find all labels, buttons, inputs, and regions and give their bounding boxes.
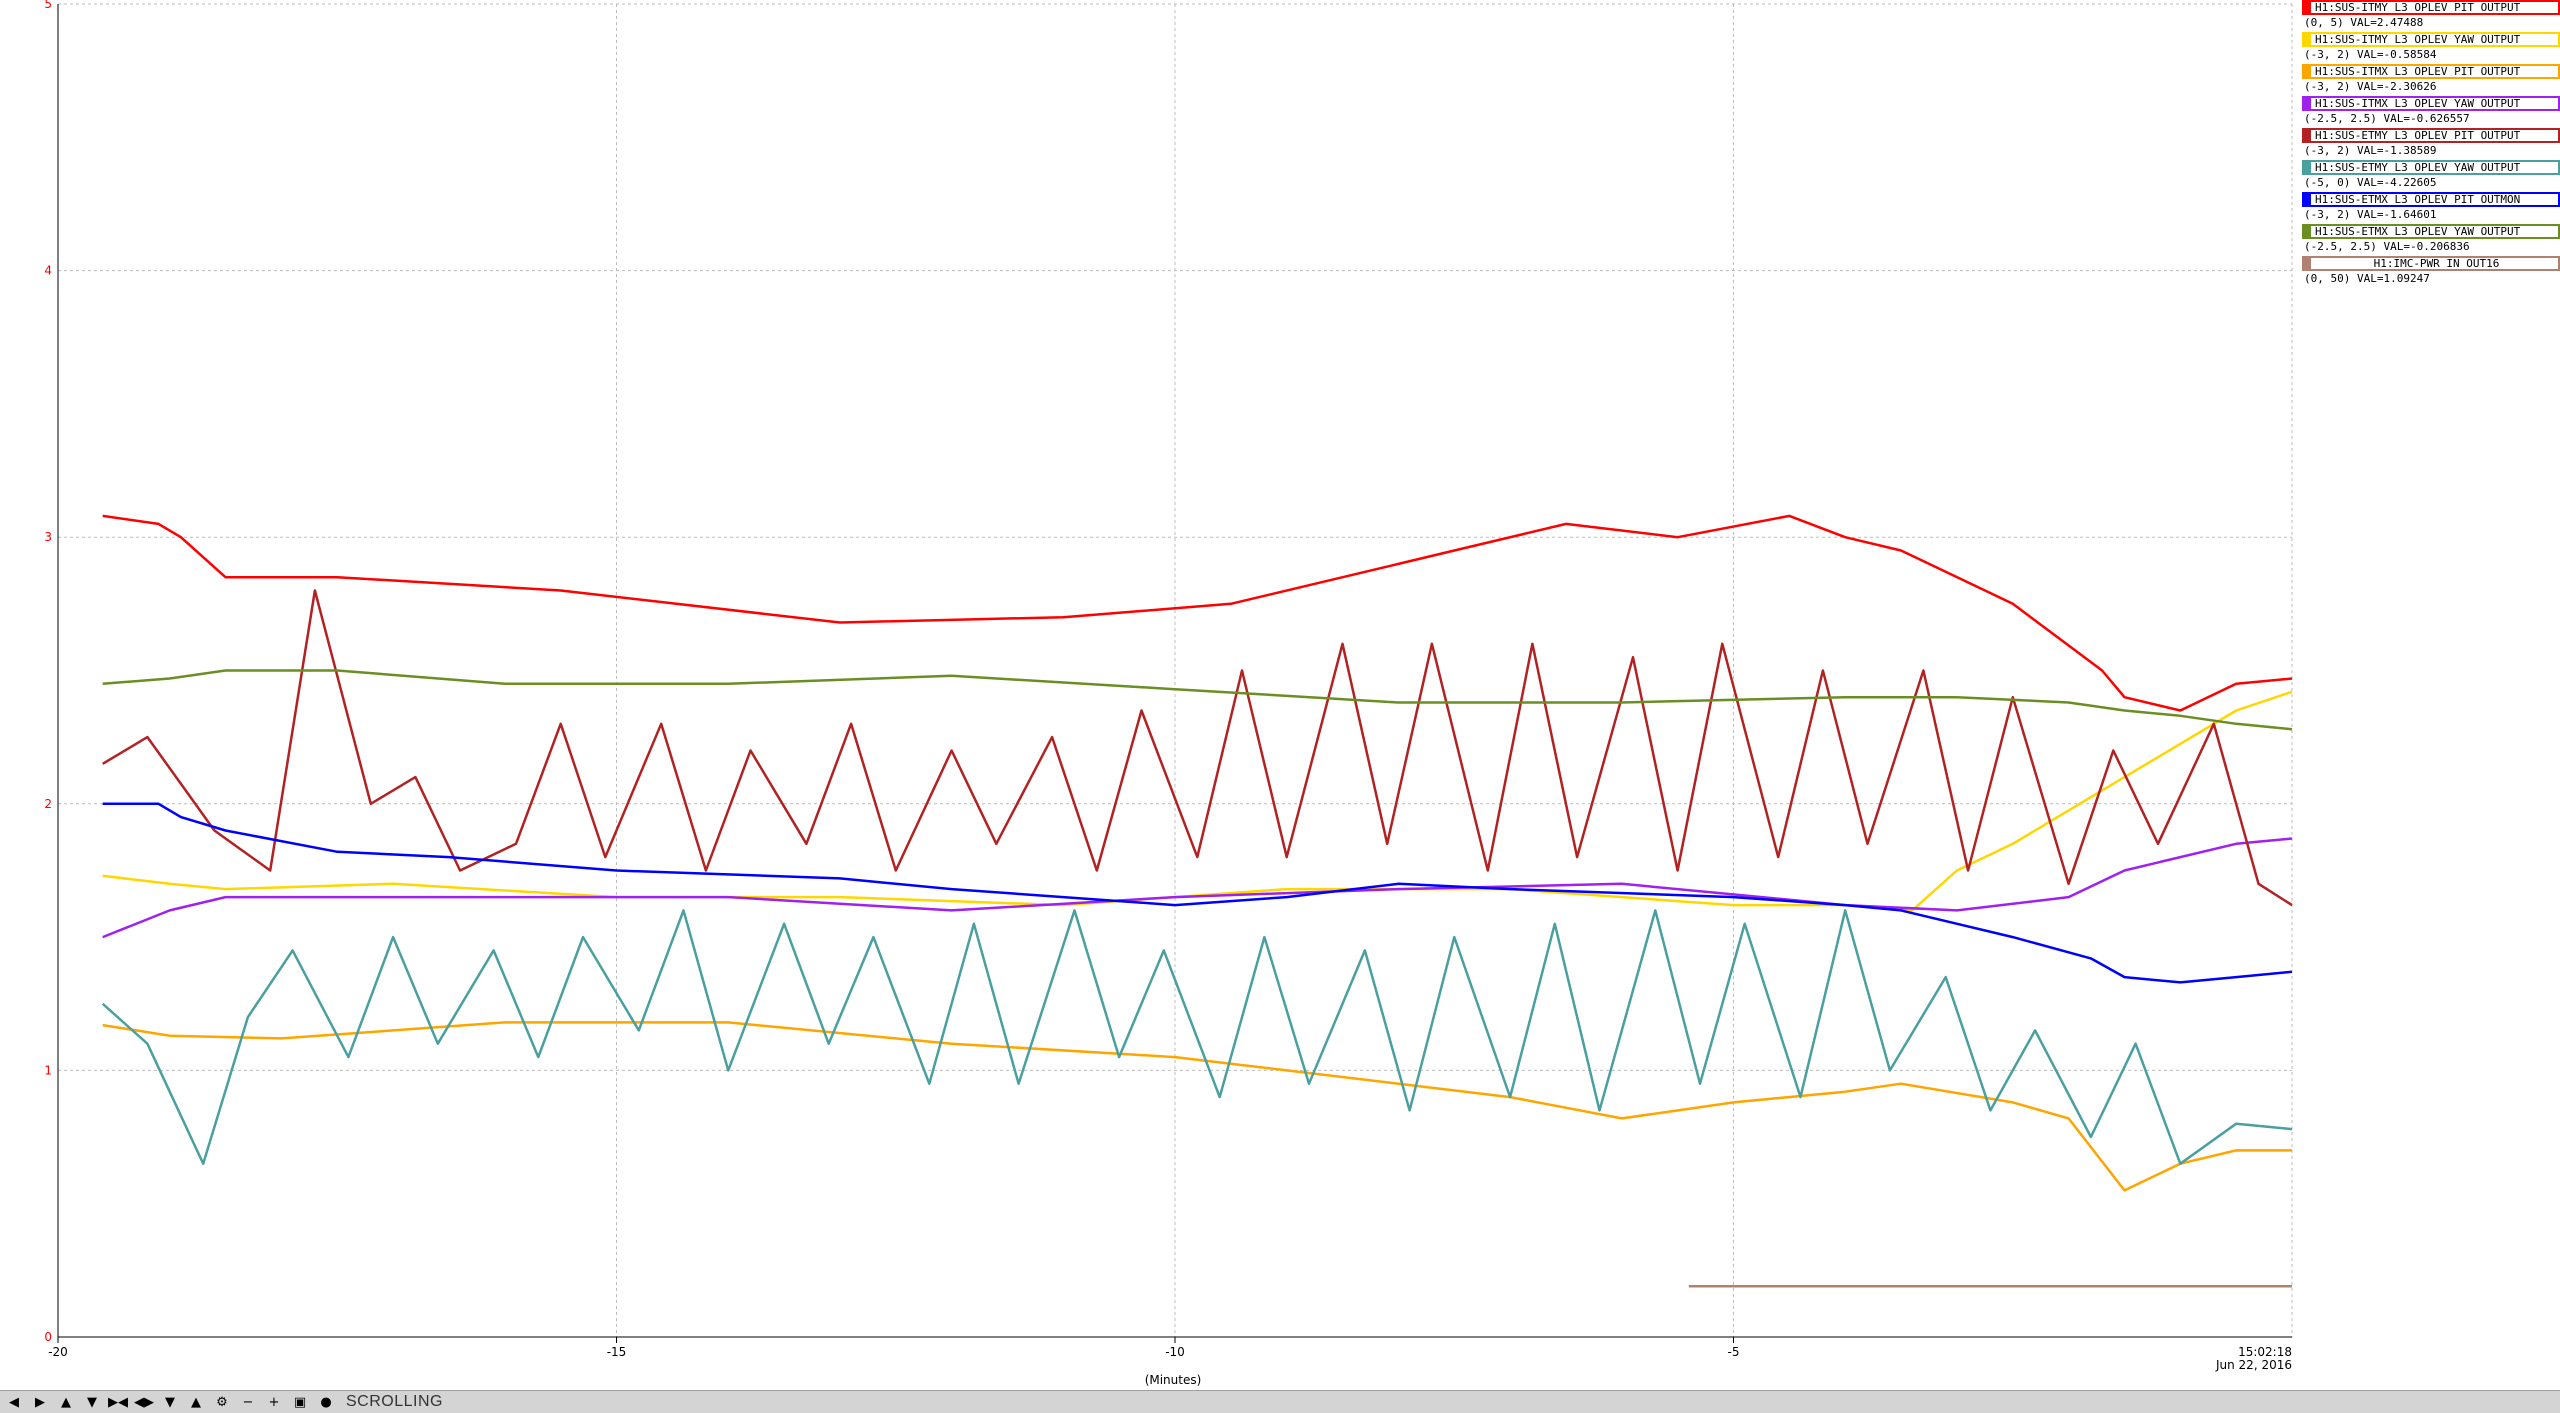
y-tick-label: 5	[44, 0, 52, 11]
scroll-down-icon[interactable]: ▼	[80, 1392, 104, 1412]
legend-series-name: H1:SUS-ETMX_L3_OPLEV_PIT_OUTMON	[2302, 192, 2560, 207]
end-date-label: Jun 22, 2016	[2215, 1358, 2292, 1372]
zoom-in-x-icon[interactable]: ▶◀	[106, 1392, 130, 1412]
legend-series-name: H1:IMC-PWR_IN_OUT16	[2302, 256, 2560, 271]
legend-entry[interactable]: H1:SUS-ETMY_L3_OPLEV_PIT_OUTPUT (-3, 2) V…	[2302, 128, 2560, 160]
axes: 0 1 2 3 4 5 -20 -15 -10 -5	[44, 0, 2292, 1359]
record-icon[interactable]: ●	[314, 1392, 338, 1412]
x-tick-label: -20	[48, 1345, 68, 1359]
zoom-out-x-icon[interactable]: ◀▶	[132, 1392, 156, 1412]
legend-series-name: H1:SUS-ETMX_L3_OPLEV_YAW_OUTPUT	[2302, 224, 2560, 239]
series-line-8	[102, 669, 2293, 731]
minus-icon[interactable]: −	[236, 1392, 260, 1412]
zoom-out-y-icon[interactable]: ▲	[184, 1392, 208, 1412]
legend-series-value: (-3, 2) VAL=-2.30626	[2304, 80, 2437, 93]
zoom-in-y-icon[interactable]: ▼	[158, 1392, 182, 1412]
y-tick-label: 4	[44, 264, 52, 278]
toolbar: ◀ ▶ ▲ ▼ ▶◀ ◀▶ ▼ ▲ ⚙ − + ▣ ● SCROLLING	[0, 1390, 2560, 1413]
x-tick-label: -10	[1165, 1345, 1185, 1359]
legend-entry[interactable]: H1:SUS-ITMY_L3_OPLEV_YAW_OUTPUT (-3, 2) V…	[2302, 32, 2560, 64]
scroll-mode-status: SCROLLING	[346, 1393, 443, 1410]
legend-entry[interactable]: H1:SUS-ITMY_L3_OPLEV_PIT_OUTPUT (0, 5) VA…	[2302, 0, 2560, 32]
legend-series-name: H1:SUS-ITMX_L3_OPLEV_PIT_OUTPUT	[2302, 64, 2560, 79]
legend-series-name: H1:SUS-ITMY_L3_OPLEV_PIT_OUTPUT	[2302, 0, 2560, 15]
scroll-up-icon[interactable]: ▲	[54, 1392, 78, 1412]
scroll-left-icon[interactable]: ◀	[2, 1392, 26, 1412]
legend-series-value: (-5, 0) VAL=-4.22605	[2304, 176, 2437, 189]
series-line-6	[101, 909, 2293, 1165]
series-layer	[101, 514, 2293, 1288]
series-line-1	[102, 514, 2293, 712]
legend-series-name: H1:SUS-ITMX_L3_OPLEV_YAW_OUTPUT	[2302, 96, 2560, 111]
series-line-3	[102, 1021, 2292, 1192]
legend-entry[interactable]: H1:SUS-ETMY_L3_OPLEV_YAW_OUTPUT (-5, 0) V…	[2302, 160, 2560, 192]
gridlines	[58, 3, 2293, 1337]
legend-series-value: (-3, 2) VAL=-1.64601	[2304, 208, 2437, 221]
series-line-7	[102, 802, 2293, 984]
legend-series-value: (-2.5, 2.5) VAL=-0.626557	[2304, 112, 2470, 125]
gear-icon[interactable]: ⚙	[210, 1392, 234, 1412]
y-tick-label: 2	[44, 797, 52, 811]
plus-icon[interactable]: +	[262, 1392, 286, 1412]
legend-series-name: H1:SUS-ETMY_L3_OPLEV_YAW_OUTPUT	[2302, 160, 2560, 175]
legend-series-name: H1:SUS-ETMY_L3_OPLEV_PIT_OUTPUT	[2302, 128, 2560, 143]
x-tick-label: -5	[1728, 1345, 1740, 1359]
legend-series-name: H1:SUS-ITMY_L3_OPLEV_YAW_OUTPUT	[2302, 32, 2560, 47]
legend-entry[interactable]: H1:SUS-ITMX_L3_OPLEV_YAW_OUTPUT (-2.5, 2.…	[2302, 96, 2560, 128]
legend-entry[interactable]: H1:SUS-ETMX_L3_OPLEV_YAW_OUTPUT (-2.5, 2.…	[2302, 224, 2560, 256]
fit-icon[interactable]: ▣	[288, 1392, 312, 1412]
legend-series-value: (-2.5, 2.5) VAL=-0.206836	[2304, 240, 2470, 253]
y-tick-label: 0	[44, 1330, 52, 1344]
series-line-5	[102, 589, 2293, 907]
x-axis-label: (Minutes)	[1145, 1373, 1202, 1387]
scroll-right-icon[interactable]: ▶	[28, 1392, 52, 1412]
legend-series-value: (-3, 2) VAL=-0.58584	[2304, 48, 2437, 61]
legend-entry[interactable]: H1:SUS-ITMX_L3_OPLEV_PIT_OUTPUT (-3, 2) V…	[2302, 64, 2560, 96]
legend-series-value: (0, 5) VAL=2.47488	[2304, 16, 2424, 29]
legend-series-value: (-3, 2) VAL=-1.38589	[2304, 144, 2437, 157]
end-time-label: 15:02:18	[2238, 1345, 2292, 1359]
legend-series-value: (0, 50) VAL=1.09247	[2304, 272, 2430, 285]
legend-entry[interactable]: H1:SUS-ETMX_L3_OPLEV_PIT_OUTMON (-3, 2) V…	[2302, 192, 2560, 224]
legend: H1:SUS-ITMY_L3_OPLEV_PIT_OUTPUT (0, 5) VA…	[2302, 0, 2560, 288]
x-tick-label: -15	[607, 1345, 627, 1359]
y-tick-label: 3	[44, 530, 52, 544]
y-tick-label: 1	[44, 1063, 52, 1077]
series-line-4	[102, 837, 2293, 939]
legend-entry[interactable]: H1:IMC-PWR_IN_OUT16 (0, 50) VAL=1.09247	[2302, 256, 2560, 288]
